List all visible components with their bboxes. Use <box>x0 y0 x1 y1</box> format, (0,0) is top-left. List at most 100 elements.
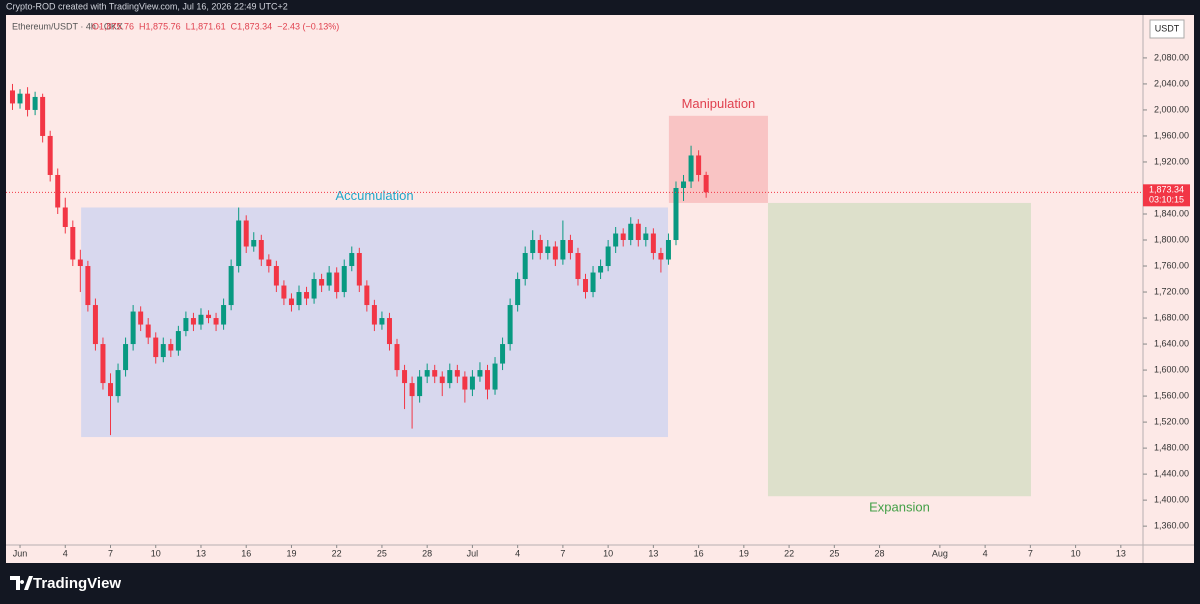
candle-body <box>515 279 521 306</box>
candle-body <box>439 376 445 384</box>
y-tick-label: 1,800.00 <box>1154 234 1189 244</box>
y-tick-label: 1,640.00 <box>1154 338 1189 348</box>
price-tag <box>1143 184 1190 207</box>
candle-body <box>206 314 212 319</box>
x-tick-label: 16 <box>694 548 704 558</box>
y-tick-label: 1,400.00 <box>1154 495 1189 505</box>
x-tick-label: 25 <box>377 548 387 558</box>
candle-body <box>55 174 61 208</box>
candle-body <box>665 240 671 260</box>
unit-box <box>1149 19 1185 39</box>
x-tick-label: 4 <box>515 548 520 558</box>
zone-label: Accumulation <box>336 188 414 203</box>
candle-body <box>500 344 506 364</box>
candle-body <box>402 370 408 384</box>
x-tick-label: Jun <box>13 548 28 558</box>
candle-body <box>477 370 483 377</box>
zone <box>767 202 1031 497</box>
candle-body <box>236 220 242 267</box>
y-tick-label: 1,440.00 <box>1154 468 1189 478</box>
candle-body <box>70 227 76 260</box>
candle-body <box>213 318 219 325</box>
candle-body <box>40 96 46 136</box>
y-tick-label: 2,000.00 <box>1154 104 1189 114</box>
candle-body <box>311 279 317 299</box>
candle-body <box>620 233 626 241</box>
candle-body <box>575 253 581 280</box>
candle-body <box>356 253 362 286</box>
zone <box>668 115 768 203</box>
candle-body <box>583 279 589 293</box>
x-tick-label: 28 <box>422 548 432 558</box>
candle-body <box>530 240 536 254</box>
y-tick-label: 1,560.00 <box>1154 390 1189 400</box>
candle-body <box>25 93 31 110</box>
candle-body <box>605 246 611 267</box>
zone-label: Manipulation <box>682 96 756 111</box>
ohlc-legend: O1,875.76 <box>92 21 134 31</box>
candle-body <box>92 305 98 345</box>
y-tick-label: 1,960.00 <box>1154 130 1189 140</box>
price-tag-value: 1,873.34 <box>1149 185 1184 195</box>
candle-body <box>552 246 558 260</box>
zone-label: Expansion <box>869 500 930 515</box>
candle-body <box>9 90 15 104</box>
y-tick-label: 2,080.00 <box>1154 52 1189 62</box>
candle-body <box>319 279 325 286</box>
candle-body <box>160 344 166 358</box>
candle-body <box>386 318 392 345</box>
candle-body <box>281 285 287 299</box>
logo-icon <box>10 576 33 590</box>
candle-body <box>379 318 385 325</box>
candle-body <box>688 155 694 182</box>
candle-body <box>703 174 709 193</box>
candle-body <box>100 344 106 384</box>
x-tick-label: 13 <box>196 548 206 558</box>
x-tick-label: 13 <box>648 548 658 558</box>
candle-body <box>243 220 249 247</box>
candle-body <box>454 370 460 377</box>
candle-body <box>77 259 83 267</box>
candle-body <box>394 344 400 371</box>
candle-body <box>326 272 332 286</box>
candle-body <box>567 240 573 254</box>
candle-body <box>175 331 181 351</box>
candle-body <box>417 376 423 397</box>
y-tick-label: 1,840.00 <box>1154 208 1189 218</box>
candle-body <box>462 376 468 390</box>
price-tag-countdown: 03:10:15 <box>1149 195 1184 205</box>
x-tick-label: 25 <box>829 548 839 558</box>
y-tick-label: 1,760.00 <box>1154 260 1189 270</box>
x-tick-label: 10 <box>603 548 613 558</box>
y-tick-label: 1,360.00 <box>1154 521 1189 531</box>
candle-body <box>190 318 196 325</box>
candle-body <box>258 240 264 260</box>
candle-body <box>108 383 114 397</box>
candle-body <box>507 305 513 345</box>
candle-body <box>537 240 543 254</box>
candle-body <box>266 259 272 267</box>
candle-body <box>198 314 204 325</box>
candle-body <box>130 311 136 345</box>
x-tick-label: 28 <box>875 548 885 558</box>
ohlc-legend: H1,875.76 <box>139 21 181 31</box>
candle-body <box>643 233 649 241</box>
candle-body <box>138 311 144 325</box>
candle-body <box>522 253 528 280</box>
ohlc-legend: C1,873.34 <box>231 21 273 31</box>
candle-body <box>635 223 641 241</box>
y-tick-label: 1,520.00 <box>1154 416 1189 426</box>
x-tick-label: 4 <box>983 548 988 558</box>
candle-body <box>409 383 415 397</box>
y-tick-label: 1,680.00 <box>1154 312 1189 322</box>
candle-body <box>251 240 257 247</box>
x-tick-label: 7 <box>108 548 113 558</box>
candle-body <box>334 272 340 293</box>
candle-body <box>424 370 430 377</box>
x-tick-label: 22 <box>784 548 794 558</box>
candle-body <box>341 266 347 293</box>
ohlc-legend: −2.43 (−0.13%) <box>277 21 339 31</box>
candle-body <box>650 233 656 254</box>
